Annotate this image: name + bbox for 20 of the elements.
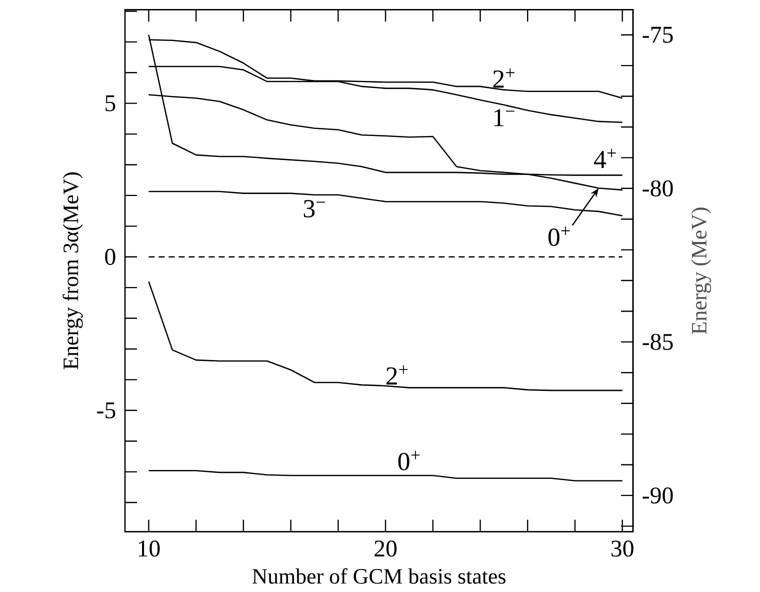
series-label: 3$^{−}$ (304, 200, 325, 218)
y-tick-label: -5 (97, 402, 116, 418)
y-tick-label: 5 (106, 95, 116, 112)
y2-tick-label: -90 (642, 487, 673, 504)
series-label: 2$^{+}$ (386, 365, 408, 384)
y-tick-label: 0 (105, 248, 116, 265)
series-label: 2$^{+}$ (493, 68, 514, 88)
y2-tick-label: -80 (642, 180, 673, 196)
y2-tick-label: -75 (642, 26, 673, 43)
series-label: 0$^{+}$ (398, 450, 420, 470)
y2-tick-label: -85 (642, 334, 673, 350)
y2-axis-title: Energy (MeV) (691, 207, 712, 334)
x-axis-title: Number of GCM basis states (252, 568, 506, 584)
x-tick-label: 20 (374, 540, 397, 556)
y-axis-title: Energy from 3α(MeV) (62, 172, 83, 370)
series-label: 4$^{+}$ (594, 148, 616, 168)
series-label: 1$^{−}$ (494, 108, 514, 126)
x-tick-label: 30 (612, 540, 634, 556)
legend-label: 0$^{+}$ (548, 226, 570, 246)
x-tick-label: 10 (138, 540, 160, 556)
